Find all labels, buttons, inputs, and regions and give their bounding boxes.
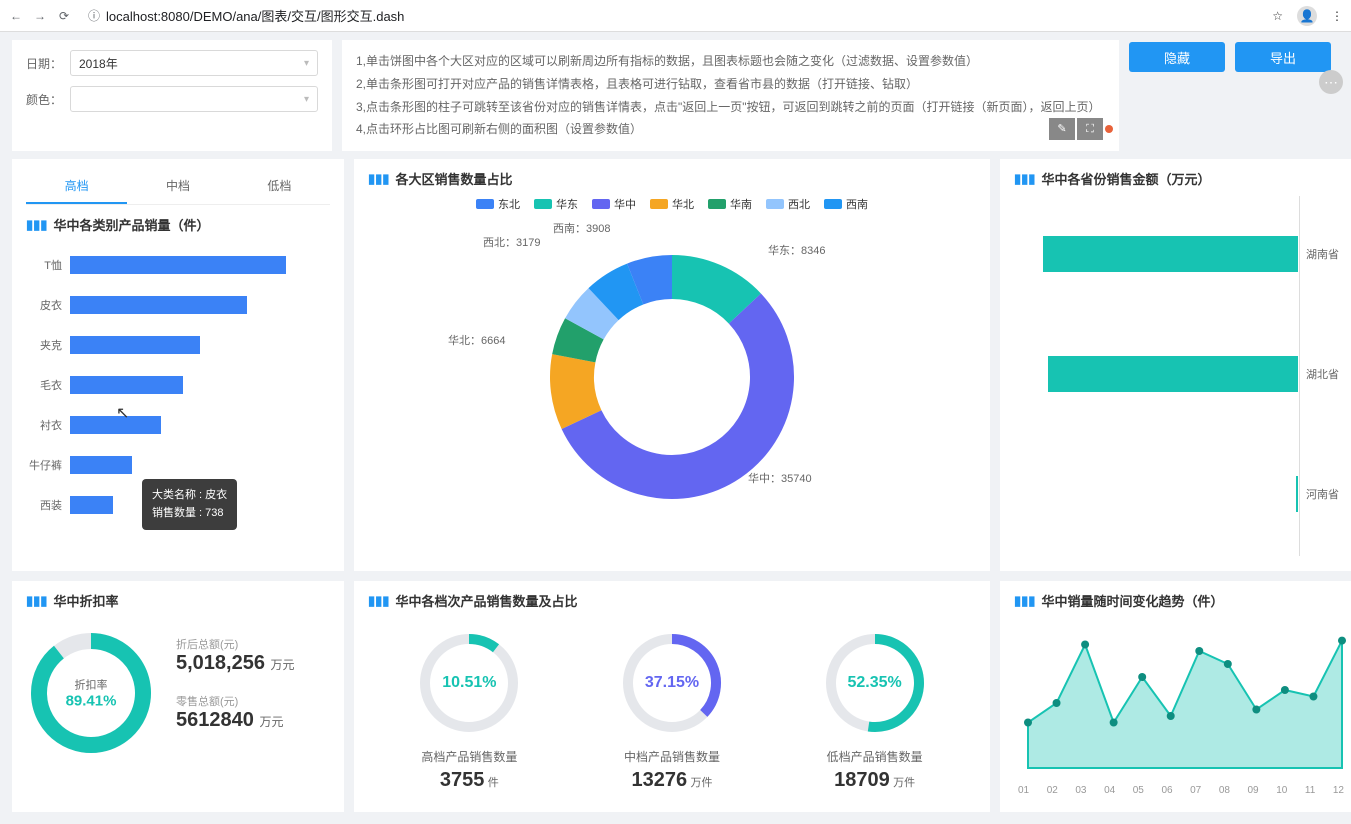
rate-label: 折扣率 xyxy=(66,677,117,693)
pie-label: 华北：6664 xyxy=(448,332,505,348)
bar-row[interactable]: 皮衣 xyxy=(26,296,330,314)
bar-row[interactable]: 毛衣 xyxy=(26,376,330,394)
pie-label: 西北：3179 xyxy=(483,234,540,250)
profile-icon[interactable]: 👤 xyxy=(1297,6,1317,26)
note-line: 2,单击条形图可打开对应产品的销售详情表格，且表格可进行钻取，查看省市县的数据（… xyxy=(356,73,1105,96)
retail-label: 零售总额(元) xyxy=(176,693,295,709)
province-panel: ▮▮▮ 华中各省份销售金额（万元） 湖南省湖北省河南省 xyxy=(1000,159,1351,571)
tool-expand-icon[interactable]: ⛶ xyxy=(1077,118,1103,140)
legend-item[interactable]: 华东 xyxy=(534,196,578,212)
forward-icon[interactable]: → xyxy=(32,8,48,24)
tier-tabs: 高档 中档 低档 xyxy=(26,169,330,205)
chart-icon: ▮▮▮ xyxy=(1014,171,1035,187)
color-select[interactable]: ▾ xyxy=(70,86,318,112)
retail-value: 5612840 xyxy=(176,709,254,731)
note-line: 1,单击饼图中各个大区对应的区域可以刷新周边所有指标的数据，且图表标题也会随之变… xyxy=(356,50,1105,73)
chart-icon: ▮▮▮ xyxy=(368,171,389,187)
url-text: localhost:8080/DEMO/ana/图表/交互/图形交互.dash xyxy=(106,6,404,25)
color-label: 颜色： xyxy=(26,91,70,108)
rings-chart: 10.51% 高档产品销售数量 3755 件 37.15% 中档产品销售数量 1… xyxy=(368,618,976,802)
tab-low[interactable]: 低档 xyxy=(229,169,330,204)
note-line: 3,点击条形图的柱子可跳转至该省份对应的销售详情表，点击"返回上一页"按钮，可返… xyxy=(356,96,1105,119)
browser-bar: ← → ⟳ ⓘ localhost:8080/DEMO/ana/图表/交互/图形… xyxy=(0,0,1351,32)
menu-icon[interactable]: ⋮ xyxy=(1331,9,1343,23)
date-select[interactable]: 2018年▾ xyxy=(70,50,318,76)
area-title: 华中销量随时间变化趋势（件） xyxy=(1041,591,1223,610)
chart-icon: ▮▮▮ xyxy=(368,593,389,609)
province-row[interactable]: 湖北省 xyxy=(1048,356,1348,392)
bar-chart[interactable]: T恤皮衣夹克毛衣衬衣牛仔裤西装 xyxy=(26,256,330,514)
rate-value: 89.41% xyxy=(66,693,117,710)
bar-row[interactable]: 衬衣 xyxy=(26,416,330,434)
cursor-icon: ↖ xyxy=(116,403,129,423)
notes-panel: 1,单击饼图中各个大区对应的区域可以刷新周边所有指标的数据，且图表标题也会随之变… xyxy=(342,40,1119,151)
rings-title: 华中各档次产品销售数量及占比 xyxy=(395,591,577,610)
area-chart[interactable]: 010203040506070809101112 xyxy=(1014,618,1348,798)
after-value: 5,018,256 xyxy=(176,652,265,674)
bar-panel: 高档 中档 低档 ▮▮▮华中各类别产品销量（件） T恤皮衣夹克毛衣衬衣牛仔裤西装… xyxy=(12,159,344,571)
bar-row[interactable]: T恤 xyxy=(26,256,330,274)
legend-item[interactable]: 华中 xyxy=(592,196,636,212)
date-label: 日期： xyxy=(26,55,70,72)
star-icon[interactable]: ☆ xyxy=(1272,9,1283,23)
chevron-down-icon: ▾ xyxy=(304,58,309,69)
tab-high[interactable]: 高档 xyxy=(26,169,127,204)
tooltip: 大类名称 : 皮衣 销售数量 : 738 xyxy=(142,479,237,530)
tool-dot-icon[interactable] xyxy=(1105,125,1113,133)
chevron-down-icon: ▾ xyxy=(304,94,309,105)
pie-panel: ▮▮▮ 各大区销售数量占比 东北华东华中华北华南西北西南 西南：3908 西北：3… xyxy=(354,159,990,571)
legend-item[interactable]: 华南 xyxy=(708,196,752,212)
province-title: 华中各省份销售金额（万元） xyxy=(1041,169,1210,188)
discount-title: 华中折扣率 xyxy=(53,591,118,610)
discount-gauge[interactable]: 折扣率 89.41% xyxy=(26,628,156,758)
chart-icon: ▮▮▮ xyxy=(26,217,47,233)
tab-mid[interactable]: 中档 xyxy=(127,169,228,204)
note-line: 4,点击环形占比图可刷新右侧的面积图（设置参数值） xyxy=(356,118,1105,141)
pie-label: 西南：3908 xyxy=(553,220,610,236)
rings-panel: ▮▮▮ 华中各档次产品销售数量及占比 10.51% 高档产品销售数量 3755 件… xyxy=(354,581,990,812)
legend-item[interactable]: 华北 xyxy=(650,196,694,212)
pie-title: 各大区销售数量占比 xyxy=(395,169,512,188)
province-chart[interactable]: 湖南省湖北省河南省 xyxy=(1014,196,1348,556)
area-xaxis: 010203040506070809101112 xyxy=(1018,785,1344,796)
back-icon[interactable]: ← xyxy=(8,8,24,24)
chart-icon: ▮▮▮ xyxy=(26,593,47,609)
province-row[interactable]: 湖南省 xyxy=(1043,236,1348,272)
ring-item[interactable]: 52.35% 低档产品销售数量 18709 万件 xyxy=(820,628,930,792)
legend-item[interactable]: 西南 xyxy=(824,196,868,212)
legend-item[interactable]: 东北 xyxy=(476,196,520,212)
pie-legend: 东北华东华中华北华南西北西南 xyxy=(368,196,976,212)
url-box[interactable]: ⓘ localhost:8080/DEMO/ana/图表/交互/图形交互.das… xyxy=(80,6,1264,25)
tool-refresh-icon[interactable]: ✎ xyxy=(1049,118,1075,140)
area-panel: ▮▮▮ 华中销量随时间变化趋势（件） 0102030405060708091011… xyxy=(1000,581,1351,812)
chart-icon: ▮▮▮ xyxy=(1014,593,1035,609)
bar-title: 华中各类别产品销量（件） xyxy=(53,215,209,234)
ring-item[interactable]: 37.15% 中档产品销售数量 13276 万件 xyxy=(617,628,727,792)
pie-label: 华中：35740 xyxy=(748,470,812,486)
ring-item[interactable]: 10.51% 高档产品销售数量 3755 件 xyxy=(414,628,524,792)
bar-row[interactable]: 夹克 xyxy=(26,336,330,354)
reload-icon[interactable]: ⟳ xyxy=(56,8,72,24)
province-row[interactable]: 河南省 xyxy=(1296,476,1348,512)
pie-label: 华东：8346 xyxy=(768,242,825,258)
legend-item[interactable]: 西北 xyxy=(766,196,810,212)
bar-row[interactable]: 牛仔裤 xyxy=(26,456,330,474)
filters-panel: 日期： 2018年▾ 颜色： ▾ xyxy=(12,40,332,151)
float-menu-icon[interactable]: ⋯ xyxy=(1319,70,1343,94)
discount-panel: ▮▮▮华中折扣率 折扣率 89.41% 折后总额(元) 5,018,256 万元… xyxy=(12,581,344,812)
donut-chart[interactable]: 西南：3908 西北：3179 华东：8346 华北：6664 华中：35740 xyxy=(368,222,976,532)
hide-button[interactable]: 隐藏 xyxy=(1129,42,1225,72)
after-label: 折后总额(元) xyxy=(176,636,295,652)
info-icon: ⓘ xyxy=(88,7,100,24)
export-button[interactable]: 导出 xyxy=(1235,42,1331,72)
